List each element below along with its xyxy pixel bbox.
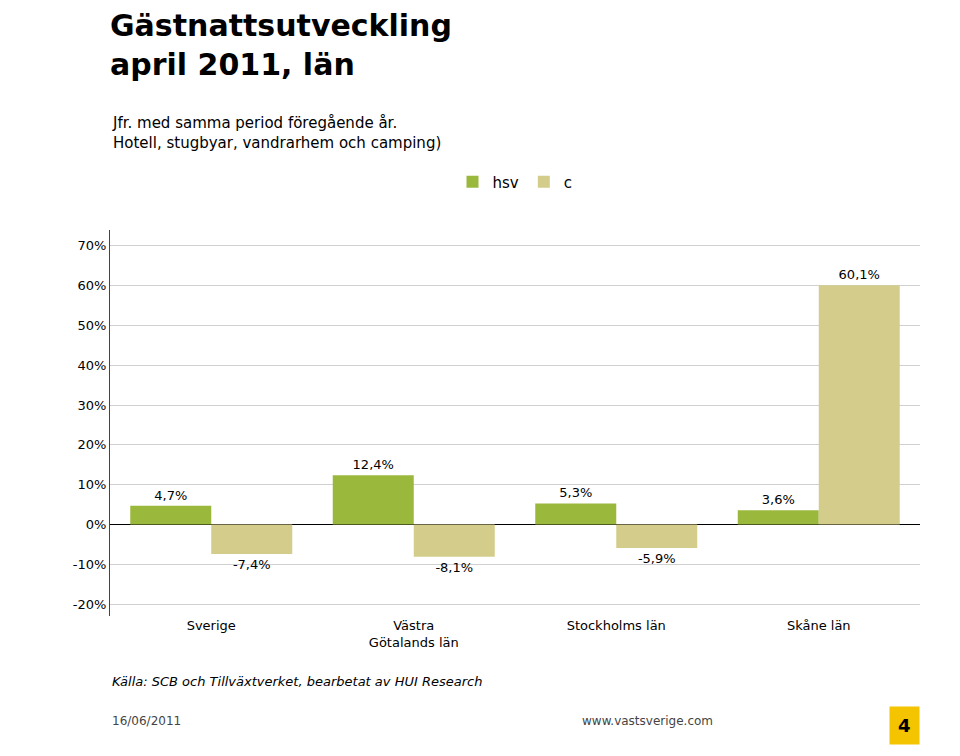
svg-text:-7,4%: -7,4%	[233, 557, 271, 572]
svg-text:www.vastsverige.com: www.vastsverige.com	[582, 714, 713, 728]
svg-text:60%: 60%	[77, 278, 106, 293]
svg-text:Stockholms län: Stockholms län	[567, 618, 666, 633]
svg-text:4: 4	[898, 715, 911, 736]
svg-text:c: c	[564, 174, 572, 192]
svg-text:-5,9%: -5,9%	[638, 551, 676, 566]
svg-text:30%: 30%	[77, 398, 106, 413]
svg-text:0%: 0%	[86, 517, 107, 532]
svg-text:-8,1%: -8,1%	[435, 560, 473, 575]
svg-text:hsv: hsv	[493, 174, 519, 192]
svg-text:Jfr. med samma period föregåen: Jfr. med samma period föregående år.Hote…	[112, 114, 441, 152]
svg-text:-20%: -20%	[73, 597, 107, 612]
svg-text:10%: 10%	[77, 477, 106, 492]
svg-text:Skåne län: Skåne län	[787, 618, 851, 633]
svg-text:Gästnattsutvecklingapril 2011,: Gästnattsutvecklingapril 2011, län	[110, 8, 452, 82]
svg-text:16/06/2011: 16/06/2011	[112, 714, 181, 728]
svg-text:20%: 20%	[77, 437, 106, 452]
svg-text:5,3%: 5,3%	[559, 485, 592, 500]
svg-text:Källa: SCB och Tillväxtverket,: Källa: SCB och Tillväxtverket, bearbetat…	[112, 674, 482, 689]
svg-text:Sverige: Sverige	[187, 618, 236, 633]
svg-text:12,4%: 12,4%	[353, 457, 394, 472]
svg-text:70%: 70%	[77, 238, 106, 253]
svg-text:60,1%: 60,1%	[839, 267, 880, 282]
svg-text:-10%: -10%	[73, 557, 107, 572]
svg-text:VästraGötalands län: VästraGötalands län	[369, 618, 459, 650]
svg-text:4,7%: 4,7%	[154, 488, 187, 503]
svg-text:3,6%: 3,6%	[762, 492, 795, 507]
svg-text:50%: 50%	[77, 318, 106, 333]
svg-text:40%: 40%	[77, 358, 106, 373]
